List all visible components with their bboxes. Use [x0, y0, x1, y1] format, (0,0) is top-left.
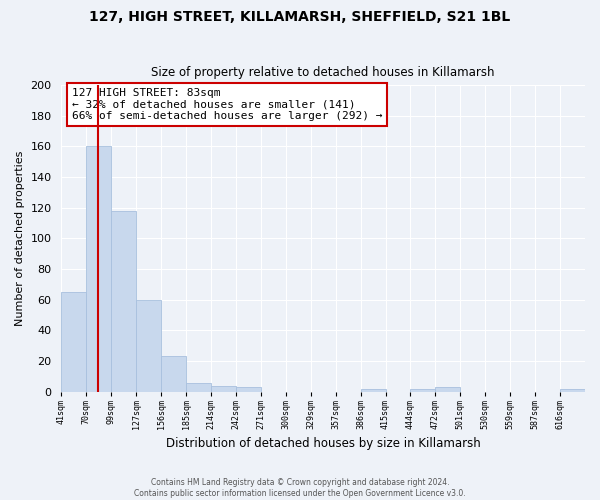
Bar: [410, 388, 436, 392]
Text: 127 HIGH STREET: 83sqm
← 32% of detached houses are smaller (141)
66% of semi-de: 127 HIGH STREET: 83sqm ← 32% of detached…: [72, 88, 382, 121]
Bar: [211, 386, 236, 392]
Text: Contains HM Land Registry data © Crown copyright and database right 2024.
Contai: Contains HM Land Registry data © Crown c…: [134, 478, 466, 498]
Bar: [236, 387, 261, 392]
Bar: [361, 388, 386, 392]
Bar: [186, 382, 211, 392]
Bar: [86, 146, 111, 392]
Bar: [560, 388, 585, 392]
Text: 127, HIGH STREET, KILLAMARSH, SHEFFIELD, S21 1BL: 127, HIGH STREET, KILLAMARSH, SHEFFIELD,…: [89, 10, 511, 24]
Bar: [61, 292, 86, 392]
Bar: [111, 210, 136, 392]
Bar: [161, 356, 186, 392]
Y-axis label: Number of detached properties: Number of detached properties: [15, 150, 25, 326]
X-axis label: Distribution of detached houses by size in Killamarsh: Distribution of detached houses by size …: [166, 437, 481, 450]
Bar: [436, 387, 460, 392]
Bar: [136, 300, 161, 392]
Title: Size of property relative to detached houses in Killamarsh: Size of property relative to detached ho…: [151, 66, 495, 80]
